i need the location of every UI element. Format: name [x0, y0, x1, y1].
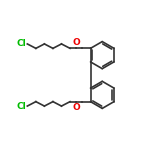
Text: O: O	[72, 103, 80, 112]
Text: Cl: Cl	[17, 102, 27, 111]
Text: O: O	[72, 38, 80, 47]
Text: Cl: Cl	[17, 39, 27, 48]
